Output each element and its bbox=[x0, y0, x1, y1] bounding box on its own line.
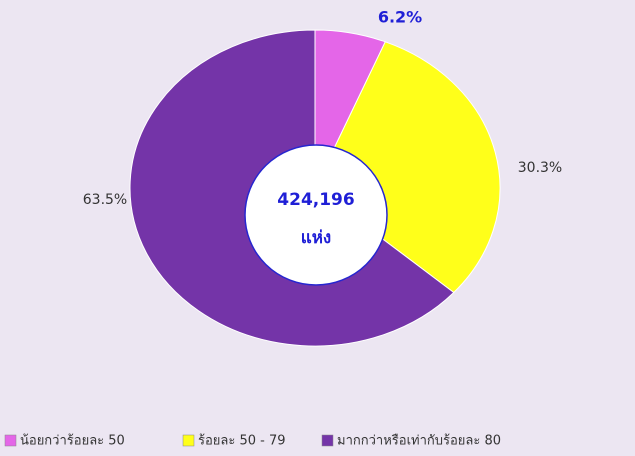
legend-label: ร้อยละ 50 - 79 bbox=[198, 434, 286, 449]
legend-swatch bbox=[321, 434, 334, 447]
legend-swatch bbox=[4, 434, 17, 447]
value-label: 63.5% bbox=[83, 192, 127, 208]
value-label: 30.3% bbox=[518, 160, 562, 176]
legend-label: มากกว่าหรือเท่ากับร้อยละ 80 bbox=[337, 433, 501, 449]
legend: น้อยกว่าร้อยละ 50 ร้อยละ 50 - 79 มากกว่าหร… bbox=[4, 433, 501, 449]
value-label: 6.2% bbox=[378, 8, 422, 27]
legend-swatch bbox=[182, 434, 195, 447]
center-unit: แห่ง bbox=[301, 228, 331, 248]
center-value: 424,196 bbox=[277, 190, 354, 210]
legend-label: น้อยกว่าร้อยละ 50 bbox=[20, 434, 125, 449]
center-circle bbox=[244, 144, 388, 286]
pie-slice bbox=[314, 41, 501, 294]
